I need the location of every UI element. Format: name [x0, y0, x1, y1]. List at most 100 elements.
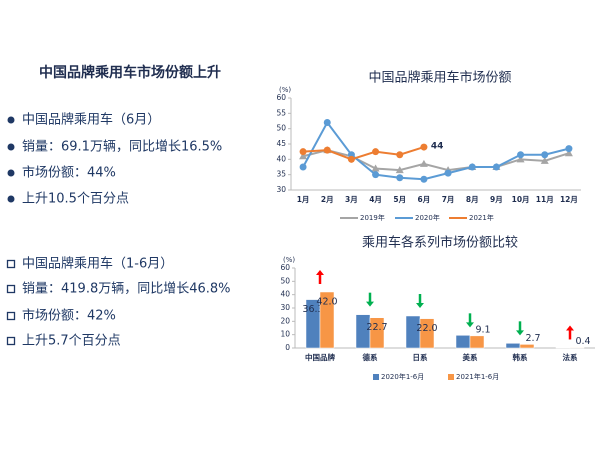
bar — [505, 343, 521, 349]
data-label: 42.0 — [316, 297, 337, 308]
bullet — [7, 116, 15, 124]
data-label: 9.1 — [475, 324, 490, 335]
trend-arrow-head — [466, 322, 474, 328]
point — [565, 145, 573, 153]
point — [395, 166, 404, 174]
x-tick-label: 11月 — [536, 195, 554, 204]
point — [372, 171, 380, 179]
point — [517, 151, 525, 159]
y-tick-label: 45 — [276, 139, 286, 148]
bullet-text: 销量：69.1万辆，同比增长16.5% — [22, 140, 222, 155]
x-tick-label: 日系 — [413, 352, 428, 362]
x-tick-label: 10月 — [512, 195, 530, 204]
point — [444, 169, 452, 177]
x-tick-label: 中国品牌 — [305, 352, 335, 362]
bullet — [7, 195, 15, 203]
y-tick-label: 60 — [276, 93, 286, 102]
legend-swatch — [448, 374, 454, 380]
bullet-text: 中国品牌乘用车（6月） — [22, 112, 160, 128]
data-label: 22.0 — [416, 323, 437, 334]
trend-arrow-head — [366, 301, 374, 307]
legend-swatch — [373, 374, 379, 380]
trend-arrow-head — [316, 270, 324, 275]
x-tick-label: 1月 — [297, 195, 310, 204]
x-tick-label: 德系 — [363, 352, 378, 362]
data-label: 2.7 — [525, 333, 540, 344]
x-tick-label: 法系 — [563, 352, 578, 362]
legend-label: 2021年 — [469, 213, 494, 222]
legend-label: 2019年 — [360, 213, 385, 222]
x-tick-label: 韩系 — [513, 352, 528, 362]
bullet — [6, 311, 16, 321]
point — [299, 152, 308, 160]
x-tick-label: 12月 — [560, 195, 578, 204]
bar — [369, 317, 385, 349]
point — [396, 174, 404, 182]
bar — [569, 347, 585, 349]
bullet-text: 上升5.7个百分点 — [22, 334, 121, 349]
bullet — [7, 169, 15, 177]
point — [541, 151, 549, 159]
legend-label: 2021年1-6月 — [456, 372, 499, 381]
data-label: 22.7 — [366, 322, 387, 333]
y-tick-label: 20 — [280, 316, 290, 325]
bullet-text: 市场份额：42% — [22, 308, 116, 324]
point — [371, 164, 380, 172]
y-tick-label: 55 — [276, 108, 286, 117]
bullet-text: 中国品牌乘用车（1-6月） — [22, 256, 173, 272]
series-line — [302, 149, 570, 172]
x-tick-label: 4月 — [369, 195, 382, 204]
bullet — [6, 259, 16, 269]
slide-title: 中国品牌乘用车市场份额上升 — [39, 64, 221, 81]
bullet-text: 上升10.5个百分点 — [22, 192, 129, 207]
chart-title: 乘用车各系列市场份额比较 — [362, 235, 518, 251]
y-tick-label: 30 — [276, 185, 286, 194]
x-tick-label: 5月 — [393, 195, 406, 204]
x-tick-label: 8月 — [466, 195, 479, 204]
point — [372, 148, 380, 156]
point — [540, 156, 549, 164]
data-label: 0.4 — [575, 336, 590, 347]
y-tick-label: 40 — [276, 154, 286, 163]
point — [492, 163, 500, 171]
x-tick-label: 2月 — [321, 195, 334, 204]
bullet — [7, 143, 15, 151]
bullet-text: 销量：419.8万辆，同比增长46.8% — [22, 282, 231, 297]
point — [420, 175, 428, 183]
x-tick-label: 6月 — [418, 195, 431, 204]
data-label: 36.3 — [302, 304, 323, 315]
point — [468, 163, 476, 171]
bullet — [6, 336, 16, 346]
series-line — [303, 146, 425, 161]
point — [347, 155, 355, 163]
bullet — [6, 284, 16, 294]
point — [419, 159, 428, 167]
trend-arrow-head — [516, 330, 524, 336]
point — [323, 146, 331, 154]
y-tick-label: 40 — [280, 290, 290, 299]
bar — [455, 335, 471, 349]
x-tick-label: 9月 — [490, 195, 503, 204]
bullet-text: 市场份额：44% — [22, 165, 116, 181]
point — [396, 151, 404, 159]
chart-title: 中国品牌乘用车市场份额 — [368, 70, 511, 86]
y-tick-label: 10 — [280, 330, 290, 339]
bar — [419, 318, 435, 349]
legend-label: 2020年1-6月 — [381, 372, 424, 381]
point — [516, 155, 525, 163]
point — [323, 119, 331, 127]
x-tick-label: 美系 — [463, 352, 478, 362]
point — [299, 148, 307, 156]
y-axis-label: (%) — [279, 86, 291, 94]
bar — [319, 291, 335, 349]
series-line — [302, 120, 570, 181]
bar — [469, 335, 485, 349]
bar — [519, 344, 535, 349]
y-tick-label: 50 — [280, 276, 290, 285]
y-tick-label: 0 — [285, 343, 290, 352]
trend-arrow-head — [566, 325, 574, 331]
y-tick-label: 35 — [276, 170, 286, 179]
point — [420, 143, 428, 151]
trend-arrow-head — [416, 303, 424, 308]
